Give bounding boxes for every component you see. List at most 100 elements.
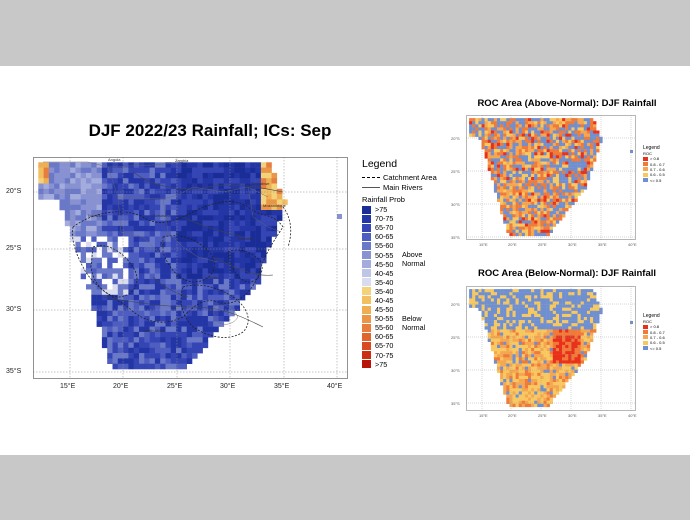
roc-below-y-tick: 35°S	[451, 401, 460, 406]
legend-swatch	[362, 214, 371, 223]
legend-swatch	[362, 269, 371, 278]
roc-legend-item: <= 0.5	[643, 346, 665, 351]
legend-item-label: 55-60	[375, 241, 394, 251]
main-x-tick: 30°E	[220, 383, 236, 390]
legend-swatch	[362, 332, 371, 341]
legend-item: 60-65	[362, 232, 452, 241]
main-x-tick: 20°E	[113, 383, 129, 390]
roc-above-y-tick: 20°S	[451, 136, 460, 141]
country-borders	[43, 161, 282, 325]
legend-item: 65-70	[362, 223, 452, 232]
roc-above-legend: Legend ROC > 0.8 0.8 - 0.7 0.7 - 0.6 0.6 - …	[643, 145, 665, 183]
roc-legend-label: > 0.8	[650, 156, 660, 162]
roc-below-x-tick: 35°E	[598, 413, 607, 418]
roc-above-y-tick: 25°S	[451, 169, 460, 174]
legend-item-label: 60-65	[375, 232, 394, 242]
legend-item-label: 40-45	[375, 268, 394, 278]
legend-normal-label: Normal	[402, 322, 426, 332]
roc-above-x-tick: 35°E	[598, 242, 607, 247]
legend-item: >75	[362, 205, 452, 214]
main-y-tick: 20°S	[6, 188, 22, 195]
legend-swatch	[362, 260, 371, 269]
legend-item: 70-75	[362, 351, 452, 360]
roc-below-x-tick: 20°E	[508, 413, 517, 418]
roc-legend-swatch	[643, 178, 648, 183]
legend-item-label: 35-40	[375, 286, 394, 296]
legend-swatch	[362, 232, 371, 241]
legend-swatch	[362, 360, 371, 369]
legend-item-label: 70-75	[375, 214, 394, 224]
roc-above-x-tick: 30°E	[568, 242, 577, 247]
roc-below-x-tick: 40°E	[628, 413, 637, 418]
legend-item: 45-50	[362, 305, 452, 314]
legend-item-label: >75	[375, 205, 388, 215]
roc-above-y-tick: 35°S	[451, 235, 460, 240]
roc-legend-label: 0.7 - 0.6	[650, 334, 665, 340]
roc-below-title: ROC Area (Below-Normal): DJF Rainfall	[477, 268, 657, 279]
roc-above-map	[466, 115, 636, 240]
main-x-tick: 15°E	[60, 383, 76, 390]
roc-above-y-tick: 30°S	[451, 202, 460, 207]
roc-below-x-tick: 25°E	[538, 413, 547, 418]
legend-item: 60-65	[362, 332, 452, 341]
place-label: Zimbabwe	[251, 181, 270, 186]
legend-item: 40-45	[362, 296, 452, 305]
roc-legend-label: 0.8 - 0.7	[650, 161, 665, 167]
roc-legend-label: > 0.8	[650, 324, 660, 330]
roc-legend-item: 0.7 - 0.6	[643, 335, 665, 340]
roc-below-y-tick: 20°S	[451, 302, 460, 307]
roc-legend-item: <= 0.5	[643, 178, 665, 183]
legend-item-label: 40-45	[375, 295, 394, 305]
river-line-icon	[362, 186, 380, 188]
legend-swatch	[362, 287, 371, 296]
main-y-tick: 30°S	[6, 306, 22, 313]
legend-swatch	[362, 305, 371, 314]
roc-legend-item: > 0.8	[643, 324, 665, 329]
place-label: Botswana	[153, 213, 171, 218]
legend-item-label: 45-50	[375, 305, 394, 315]
roc-legend-item: 0.7 - 0.6	[643, 167, 665, 172]
main-map: Angola Zambia Zimbabwe Namibia Botswana …	[33, 157, 348, 379]
roc-above-x-tick: 40°E	[628, 242, 637, 247]
roc-legend-swatch	[643, 335, 648, 340]
roc-legend-swatch	[643, 330, 648, 335]
place-label: Mozambique	[263, 203, 287, 208]
roc-legend-label: 0.7 - 0.6	[650, 166, 665, 172]
legend-item-label: 55-60	[375, 323, 394, 333]
roc-below-x-tick: 15°E	[479, 413, 488, 418]
main-rivers	[102, 171, 284, 328]
catchment-label: Catchment Area	[383, 172, 437, 182]
roc-legend-item: > 0.8	[643, 156, 665, 161]
roc-below-legend: Legend ROC > 0.8 0.8 - 0.7 0.7 - 0.6 0.6 - …	[643, 313, 665, 351]
roc-below-x-tick: 30°E	[568, 413, 577, 418]
roc-legend-item: 0.8 - 0.7	[643, 161, 665, 167]
legend-swatch	[362, 205, 371, 214]
roc-legend-swatch	[643, 156, 648, 161]
main-legend: Legend Catchment Area Main Rivers Rainfa…	[362, 158, 452, 369]
bottom-gray-band	[0, 455, 690, 520]
roc-legend-swatch	[643, 340, 648, 345]
legend-catchment: Catchment Area	[362, 172, 452, 182]
roc-legend-item: 0.6 - 0.5	[643, 172, 665, 177]
legend-item: 35-40	[362, 278, 452, 287]
roc-below-canvas	[466, 286, 636, 411]
legend-item-label: >75	[375, 359, 388, 369]
legend-rivers: Main Rivers	[362, 182, 452, 192]
legend-item-label: 50-55	[375, 250, 394, 260]
main-x-tick: 25°E	[167, 383, 183, 390]
legend-item: 55-60	[362, 241, 452, 250]
roc-below-map	[466, 286, 636, 411]
roc-legend-swatch	[643, 162, 648, 167]
roc-legend-item: 0.8 - 0.7	[643, 329, 665, 335]
legend-swatch	[362, 351, 371, 360]
legend-item: 50-55	[362, 250, 452, 260]
roc-above-legend-sub: ROC	[643, 151, 652, 156]
legend-swatch	[362, 323, 371, 332]
rivers-label: Main Rivers	[383, 182, 423, 192]
legend-swatch	[362, 341, 371, 350]
legend-item: >75	[362, 360, 452, 369]
main-y-tick: 35°S	[6, 368, 22, 375]
legend-item: 40-45	[362, 269, 452, 278]
roc-legend-swatch	[643, 167, 648, 172]
legend-swatch	[362, 278, 371, 287]
